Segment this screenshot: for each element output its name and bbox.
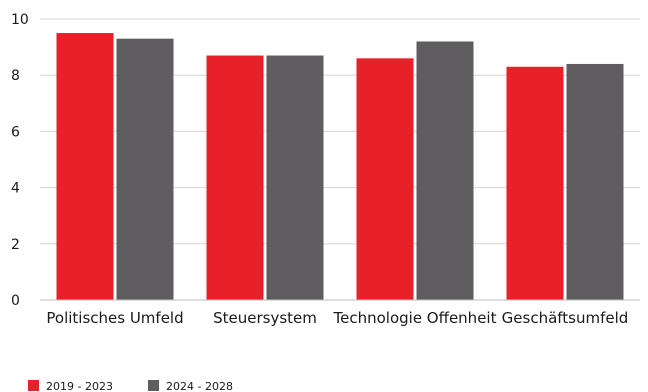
legend-swatch	[148, 380, 159, 391]
x-category-label: Politisches Umfeld	[46, 309, 183, 327]
bar	[506, 66, 564, 301]
legend-label: 2024 - 2028	[166, 380, 233, 392]
x-category-label: Geschäftsumfeld	[502, 309, 629, 327]
y-tick-label: 10	[11, 12, 29, 28]
legend-swatch	[28, 380, 39, 391]
y-tick-label: 2	[11, 237, 20, 253]
x-category-label: Technologie Offenheit	[333, 309, 497, 327]
y-tick-label: 6	[11, 124, 20, 140]
bar	[356, 58, 414, 301]
bar	[56, 33, 114, 301]
legend-label: 2019 - 2023	[46, 380, 113, 392]
y-tick-label: 8	[11, 68, 20, 84]
bar	[206, 55, 264, 300]
x-category-label: Steuersystem	[213, 309, 317, 327]
bar	[416, 41, 474, 300]
y-tick-label: 0	[11, 293, 20, 309]
legend: 2019 - 2023 2024 - 2028	[28, 380, 233, 392]
bar	[566, 63, 624, 301]
bar	[266, 55, 324, 300]
bars	[56, 33, 624, 301]
y-axis-ticks: 0 2 4 6 8 10	[11, 12, 29, 309]
bar	[116, 38, 174, 301]
y-tick-label: 4	[11, 181, 20, 197]
x-axis-categories: Politisches Umfeld Steuersystem Technologi…	[46, 309, 628, 327]
